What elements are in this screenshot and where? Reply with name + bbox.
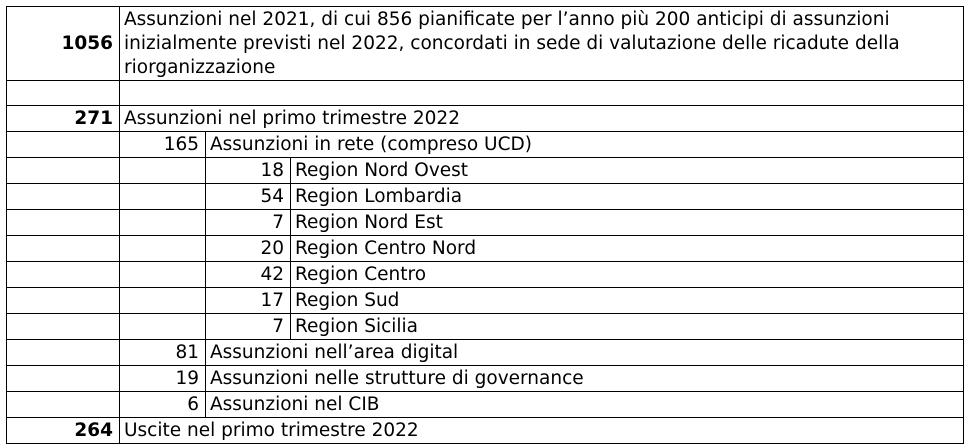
empty-cell [119,235,206,262]
region-value: 54 [205,183,291,210]
table-row: 271 Assunzioni nel primo trimestre 2022 [6,105,964,132]
table-row: 19 Assunzioni nelle strutture di governa… [6,365,964,392]
total-hires-q1-2022: 271 [6,105,120,132]
table-row: 81 Assunzioni nell’area digital [6,339,964,366]
network-hires-label: Assunzioni in rete (compreso UCD) [205,131,964,158]
table-row: 264 Uscite nel primo trimestre 2022 [6,417,964,444]
digital-hires-label: Assunzioni nell’area digital [205,339,964,366]
table-row: 18 Region Nord Ovest [6,157,964,184]
hires-q1-2022-label: Assunzioni nel primo trimestre 2022 [119,105,964,132]
table-row: 7 Region Sicilia [6,313,964,340]
empty-cell [6,131,120,158]
table-row: 6 Assunzioni nel CIB [6,391,964,418]
region-value: 42 [205,261,291,288]
total-exits-q1-2022: 264 [6,417,120,444]
region-value: 7 [205,313,291,340]
region-label: Region Centro Nord [290,235,964,262]
empty-cell [119,287,206,314]
table-row: 1056 Assunzioni nel 2021, di cui 856 pia… [6,6,964,81]
empty-cell [6,339,120,366]
region-label: Region Nord Ovest [290,157,964,184]
region-value: 20 [205,235,291,262]
governance-hires-label: Assunzioni nelle strutture di governance [205,365,964,392]
digital-hires-value: 81 [119,339,206,366]
hires-2021-description: Assunzioni nel 2021, di cui 856 pianific… [119,6,964,81]
network-hires-value: 165 [119,131,206,158]
region-label: Region Lombardia [290,183,964,210]
empty-cell [6,80,120,106]
region-label: Region Sud [290,287,964,314]
empty-cell [6,287,120,314]
region-value: 7 [205,209,291,236]
cib-hires-label: Assunzioni nel CIB [205,391,964,418]
empty-cell [119,157,206,184]
region-label: Region Sicilia [290,313,964,340]
empty-cell [6,365,120,392]
table-row: 7 Region Nord Est [6,209,964,236]
empty-cell [6,157,120,184]
table-row: 165 Assunzioni in rete (compreso UCD) [6,131,964,158]
empty-cell [119,183,206,210]
empty-cell [119,80,964,106]
table-row: 17 Region Sud [6,287,964,314]
cib-hires-value: 6 [119,391,206,418]
empty-cell [6,391,120,418]
hiring-table: 1056 Assunzioni nel 2021, di cui 856 pia… [6,6,964,444]
region-label: Region Centro [290,261,964,288]
empty-cell [119,209,206,236]
empty-cell [6,261,120,288]
region-value: 18 [205,157,291,184]
empty-cell [6,235,120,262]
exits-q1-2022-label: Uscite nel primo trimestre 2022 [119,417,964,444]
empty-cell [119,261,206,288]
table-row: 20 Region Centro Nord [6,235,964,262]
empty-cell [6,183,120,210]
table-row-empty [6,80,964,106]
empty-cell [119,313,206,340]
empty-cell [6,313,120,340]
total-hires-2021: 1056 [6,6,120,81]
table-row: 54 Region Lombardia [6,183,964,210]
region-value: 17 [205,287,291,314]
region-label: Region Nord Est [290,209,964,236]
empty-cell [6,209,120,236]
governance-hires-value: 19 [119,365,206,392]
table-row: 42 Region Centro [6,261,964,288]
